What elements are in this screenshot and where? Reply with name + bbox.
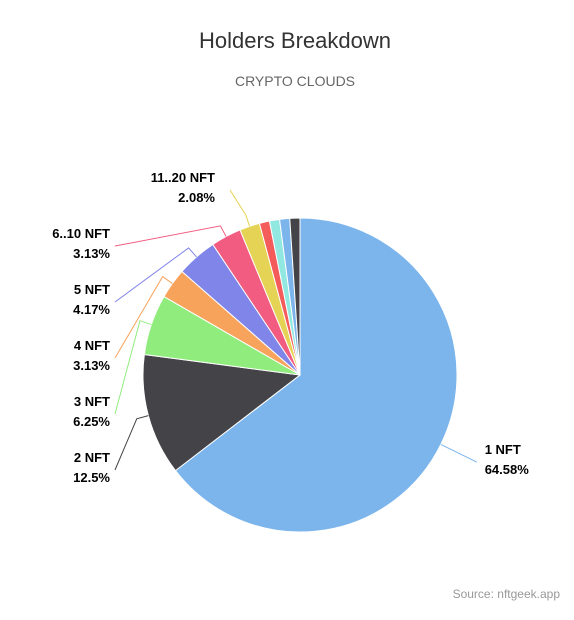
data-label-value: 12.5% [73,470,110,485]
data-label-name: 5 NFT [74,282,110,297]
data-label-name: 11..20 NFT [151,170,215,185]
connector [440,443,477,463]
connector [114,415,149,471]
data-label-value: 3.13% [73,358,110,373]
data-label-name: 6..10 NFT [52,226,110,241]
connector [114,247,197,303]
data-label-value: 2.08% [178,190,215,205]
connector [229,189,251,227]
connector [114,225,227,247]
data-label-name: 1 NFT [485,442,521,457]
chart-subtitle: CRYPTO CLOUDS [235,73,355,89]
pie-slice [289,217,301,376]
data-label-name: 2 NFT [74,450,110,465]
data-label-value: 4.17% [73,302,110,317]
connector [114,320,152,415]
data-label-value: 3.13% [73,246,110,261]
pie-slice [142,353,302,472]
data-label-name: 3 NFT [74,394,110,409]
data-label-name: 4 NFT [74,338,110,353]
data-label-value: 64.58% [485,462,530,477]
connector [114,275,173,359]
chart-title: Holders Breakdown [199,28,391,53]
source: Source: nftgeek.app [453,587,561,601]
data-label-value: 6.25% [73,414,110,429]
